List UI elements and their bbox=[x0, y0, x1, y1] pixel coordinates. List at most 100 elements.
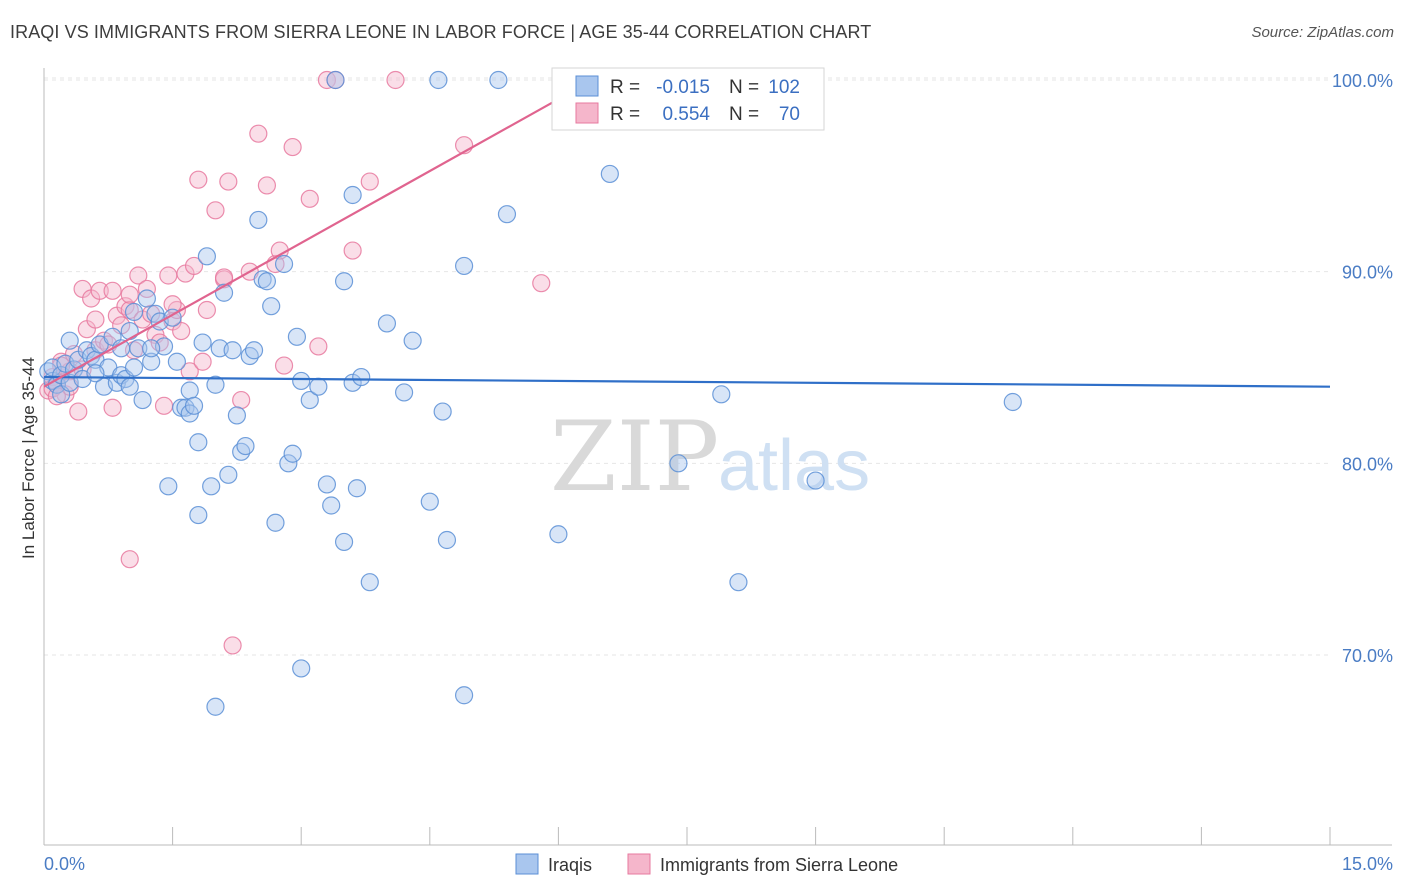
sierra-leone-point-64 bbox=[120, 285, 139, 304]
sierra-leone-point-40 bbox=[219, 172, 238, 191]
x-tick-label-left: 0.0% bbox=[44, 854, 85, 874]
iraqis-point-72 bbox=[334, 532, 354, 552]
iraqis-point-93 bbox=[729, 573, 748, 592]
iraqis-point-89 bbox=[549, 525, 568, 544]
iraqis-point-49 bbox=[219, 465, 238, 484]
iraqis-point-98 bbox=[206, 375, 225, 394]
iraqis-point-90 bbox=[600, 164, 619, 184]
sierra-leone-point-31 bbox=[172, 321, 191, 341]
sierra-leone-point-65 bbox=[103, 281, 122, 300]
sierra-leone-point-51 bbox=[309, 337, 328, 356]
iraqis-point-56 bbox=[249, 210, 268, 230]
legend-swatch-iraqis bbox=[575, 75, 599, 97]
watermark-atlas: atlas bbox=[718, 426, 870, 506]
y-axis-label: In Labor Force | Age 35-44 bbox=[19, 357, 38, 559]
iraqis-point-45 bbox=[202, 477, 221, 496]
iraqis-point-28 bbox=[137, 289, 156, 308]
iraqis-point-79 bbox=[394, 383, 414, 402]
y-tick-label-80: 80.0% bbox=[1342, 454, 1393, 474]
iraqis-point-61 bbox=[274, 254, 294, 274]
iraqis-point-81 bbox=[420, 492, 439, 511]
series-iraqis-points bbox=[39, 70, 1022, 716]
sierra-leone-point-48 bbox=[274, 356, 294, 375]
iraqis-point-58 bbox=[257, 272, 277, 291]
iraqis-point-60 bbox=[266, 513, 285, 532]
legend-swatch-iraqis-bottom bbox=[515, 853, 539, 875]
sierra-leone-point-55 bbox=[360, 172, 379, 191]
y-tick-label-100: 100.0% bbox=[1332, 71, 1393, 91]
legend-r-value-2: 0.554 bbox=[662, 104, 710, 125]
source-attribution: Source: ZipAtlas.com bbox=[1251, 24, 1394, 41]
iraqis-point-69 bbox=[322, 496, 341, 515]
iraqis-point-86 bbox=[454, 256, 474, 276]
iraqis-point-100 bbox=[124, 302, 144, 322]
correlation-legend: R = -0.015 N = 102 R = 0.554 N = 70 bbox=[551, 67, 825, 131]
iraqis-point-46 bbox=[206, 697, 225, 716]
iraqis-point-53 bbox=[236, 436, 255, 456]
y-tick-label-70: 70.0% bbox=[1342, 646, 1393, 666]
trend-line-sierra-leone bbox=[43, 98, 559, 388]
iraqis-point-68 bbox=[317, 475, 337, 494]
chart-title: IRAQI VS IMMIGRANTS FROM SIERRA LEONE IN… bbox=[10, 22, 872, 42]
iraqis-point-62 bbox=[279, 454, 298, 473]
iraqis-point-33 bbox=[159, 477, 178, 496]
iraqis-point-76 bbox=[352, 367, 371, 387]
sierra-leone-point-12 bbox=[90, 281, 109, 300]
iraqis-point-85 bbox=[454, 686, 474, 705]
iraqis-point-83 bbox=[433, 402, 452, 421]
iraqis-point-25 bbox=[124, 358, 144, 377]
sierra-leone-point-49 bbox=[283, 137, 302, 157]
iraqis-point-35 bbox=[167, 352, 186, 371]
sierra-leone-point-45 bbox=[257, 176, 277, 195]
iraqis-point-73 bbox=[343, 185, 362, 205]
iraqis-point-42 bbox=[189, 505, 208, 525]
sierra-leone-point-35 bbox=[189, 170, 208, 189]
iraqis-point-43 bbox=[193, 333, 212, 352]
iraqis-point-82 bbox=[429, 70, 448, 90]
iraqis-point-70 bbox=[326, 70, 345, 90]
iraqis-point-26 bbox=[129, 339, 148, 358]
iraqis-point-97 bbox=[142, 339, 161, 358]
sierra-leone-point-36 bbox=[193, 352, 212, 371]
iraqis-point-24 bbox=[120, 321, 139, 341]
iraqis-point-71 bbox=[334, 272, 354, 291]
iraqis-point-92 bbox=[712, 385, 731, 404]
iraqis-point-59 bbox=[262, 297, 281, 316]
sierra-leone-point-63 bbox=[163, 295, 182, 314]
iraqis-point-80 bbox=[403, 331, 422, 350]
sierra-leone-point-58 bbox=[532, 274, 551, 293]
sierra-leone-point-28 bbox=[159, 266, 178, 285]
iraqis-point-95 bbox=[806, 471, 825, 490]
iraqis-point-88 bbox=[497, 205, 517, 224]
watermark-zip: ZIP bbox=[550, 401, 719, 513]
legend-swatch-sierra-leone bbox=[575, 102, 599, 124]
legend-n-value-2: 70 bbox=[779, 104, 800, 125]
iraqis-point-40 bbox=[184, 396, 204, 415]
series-legend: Iraqis Immigrants from Sierra Leone bbox=[515, 853, 898, 875]
iraqis-point-64 bbox=[287, 327, 307, 346]
legend-r-label-1: R = bbox=[610, 77, 640, 98]
trend-line-iraqis bbox=[43, 375, 1331, 388]
tick-labels: 70.0% 80.0% 90.0% 100.0% 0.0% 15.0% bbox=[44, 71, 1393, 874]
iraqis-point-99 bbox=[86, 364, 105, 383]
sierra-leone-point-23 bbox=[137, 279, 156, 299]
legend-n-label-1: N = bbox=[729, 77, 759, 98]
grid-lines bbox=[44, 77, 1330, 656]
iraqis-point-63 bbox=[283, 444, 302, 463]
sierra-leone-point-56 bbox=[386, 70, 405, 90]
sierra-leone-point-7 bbox=[69, 402, 88, 421]
iraqis-point-44 bbox=[197, 247, 216, 266]
y-tick-label-90: 90.0% bbox=[1342, 263, 1393, 283]
iraqis-point-84 bbox=[437, 530, 457, 550]
iraqis-point-55 bbox=[244, 341, 264, 360]
iraqis-point-41 bbox=[189, 433, 208, 452]
iraqis-point-67 bbox=[309, 377, 328, 396]
sierra-leone-point-41 bbox=[223, 636, 242, 655]
series-sierra-leone-points bbox=[39, 70, 551, 655]
iraqis-point-29 bbox=[142, 352, 161, 371]
iraqis-point-7 bbox=[60, 331, 79, 350]
watermark: ZIP atlas bbox=[550, 401, 870, 513]
axes bbox=[43, 68, 1392, 846]
iraqis-point-91 bbox=[669, 454, 688, 473]
